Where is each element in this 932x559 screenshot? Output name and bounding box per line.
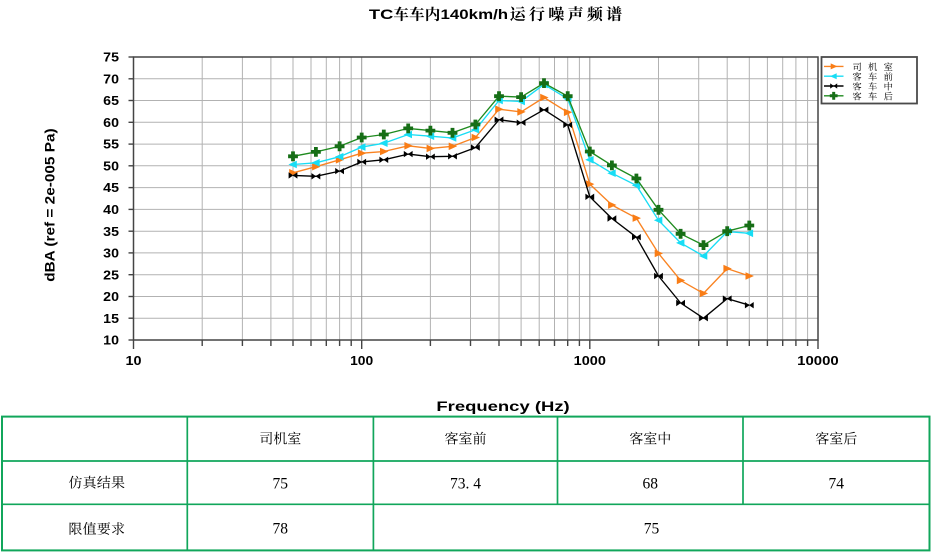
svg-text:45: 45	[103, 180, 119, 195]
svg-text:25: 25	[103, 267, 119, 282]
svg-text:75: 75	[103, 50, 119, 65]
svg-text:75: 75	[644, 521, 660, 538]
svg-text:78: 78	[273, 521, 289, 538]
svg-text:55: 55	[103, 137, 119, 152]
svg-text:40: 40	[103, 202, 119, 217]
svg-text:35: 35	[103, 224, 119, 239]
svg-text:dBA (ref = 2e-005 Pa): dBA (ref = 2e-005 Pa)	[42, 128, 58, 281]
svg-text:15: 15	[103, 311, 119, 326]
svg-text:140km/h: 140km/h	[441, 7, 509, 22]
svg-text:50: 50	[103, 158, 119, 173]
svg-text:10: 10	[126, 353, 142, 368]
svg-text:68: 68	[643, 476, 659, 493]
svg-text:20: 20	[103, 289, 119, 304]
svg-text:75: 75	[273, 476, 289, 493]
svg-text:100: 100	[350, 353, 373, 368]
svg-text:65: 65	[103, 93, 119, 108]
svg-text:TC: TC	[369, 7, 394, 22]
svg-text:30: 30	[103, 246, 119, 261]
svg-text:60: 60	[103, 115, 119, 130]
svg-text:70: 70	[103, 71, 119, 86]
svg-text:73. 4: 73. 4	[450, 476, 481, 493]
svg-text:Frequency (Hz): Frequency (Hz)	[436, 398, 569, 414]
svg-text:10000: 10000	[797, 353, 839, 368]
svg-text:74: 74	[829, 476, 845, 493]
svg-text:10: 10	[103, 333, 119, 348]
svg-text:1000: 1000	[574, 353, 606, 368]
